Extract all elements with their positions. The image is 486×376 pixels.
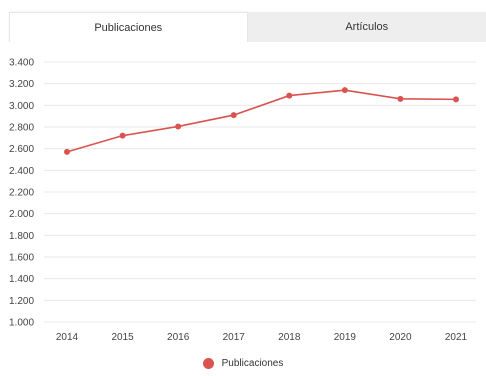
y-tick-label: 3.200 (9, 79, 34, 90)
data-point[interactable] (397, 96, 403, 102)
data-point[interactable] (453, 96, 459, 102)
y-tick-label: 2.400 (9, 166, 34, 177)
y-tick-label: 3.400 (9, 58, 34, 69)
data-point[interactable] (120, 133, 126, 139)
y-tick-label: 2.600 (9, 144, 34, 155)
x-tick-label: 2017 (223, 332, 246, 343)
y-tick-label: 2.200 (9, 188, 34, 199)
y-tick-label: 1.200 (9, 296, 34, 307)
legend-marker-icon (203, 358, 214, 369)
legend-label: Publicaciones (222, 358, 284, 369)
y-tick-label: 3.000 (9, 101, 34, 112)
data-point[interactable] (231, 112, 237, 118)
y-tick-label: 1.800 (9, 231, 34, 242)
x-tick-label: 2021 (445, 332, 468, 343)
y-tick-label: 2.800 (9, 123, 34, 134)
y-tick-label: 1.600 (9, 253, 34, 264)
x-tick-label: 2019 (334, 332, 357, 343)
y-tick-label: 2.000 (9, 209, 34, 220)
x-tick-label: 2020 (389, 332, 412, 343)
data-point[interactable] (175, 123, 181, 129)
x-tick-label: 2015 (111, 332, 134, 343)
data-point[interactable] (64, 149, 70, 155)
y-tick-label: 1.400 (9, 274, 34, 285)
x-tick-label: 2018 (278, 332, 301, 343)
y-tick-label: 1.000 (9, 318, 34, 329)
x-tick-label: 2014 (56, 332, 79, 343)
chart-legend[interactable]: Publicaciones (0, 358, 486, 369)
x-tick-label: 2016 (167, 332, 190, 343)
data-point[interactable] (342, 87, 348, 93)
data-point[interactable] (286, 93, 292, 99)
